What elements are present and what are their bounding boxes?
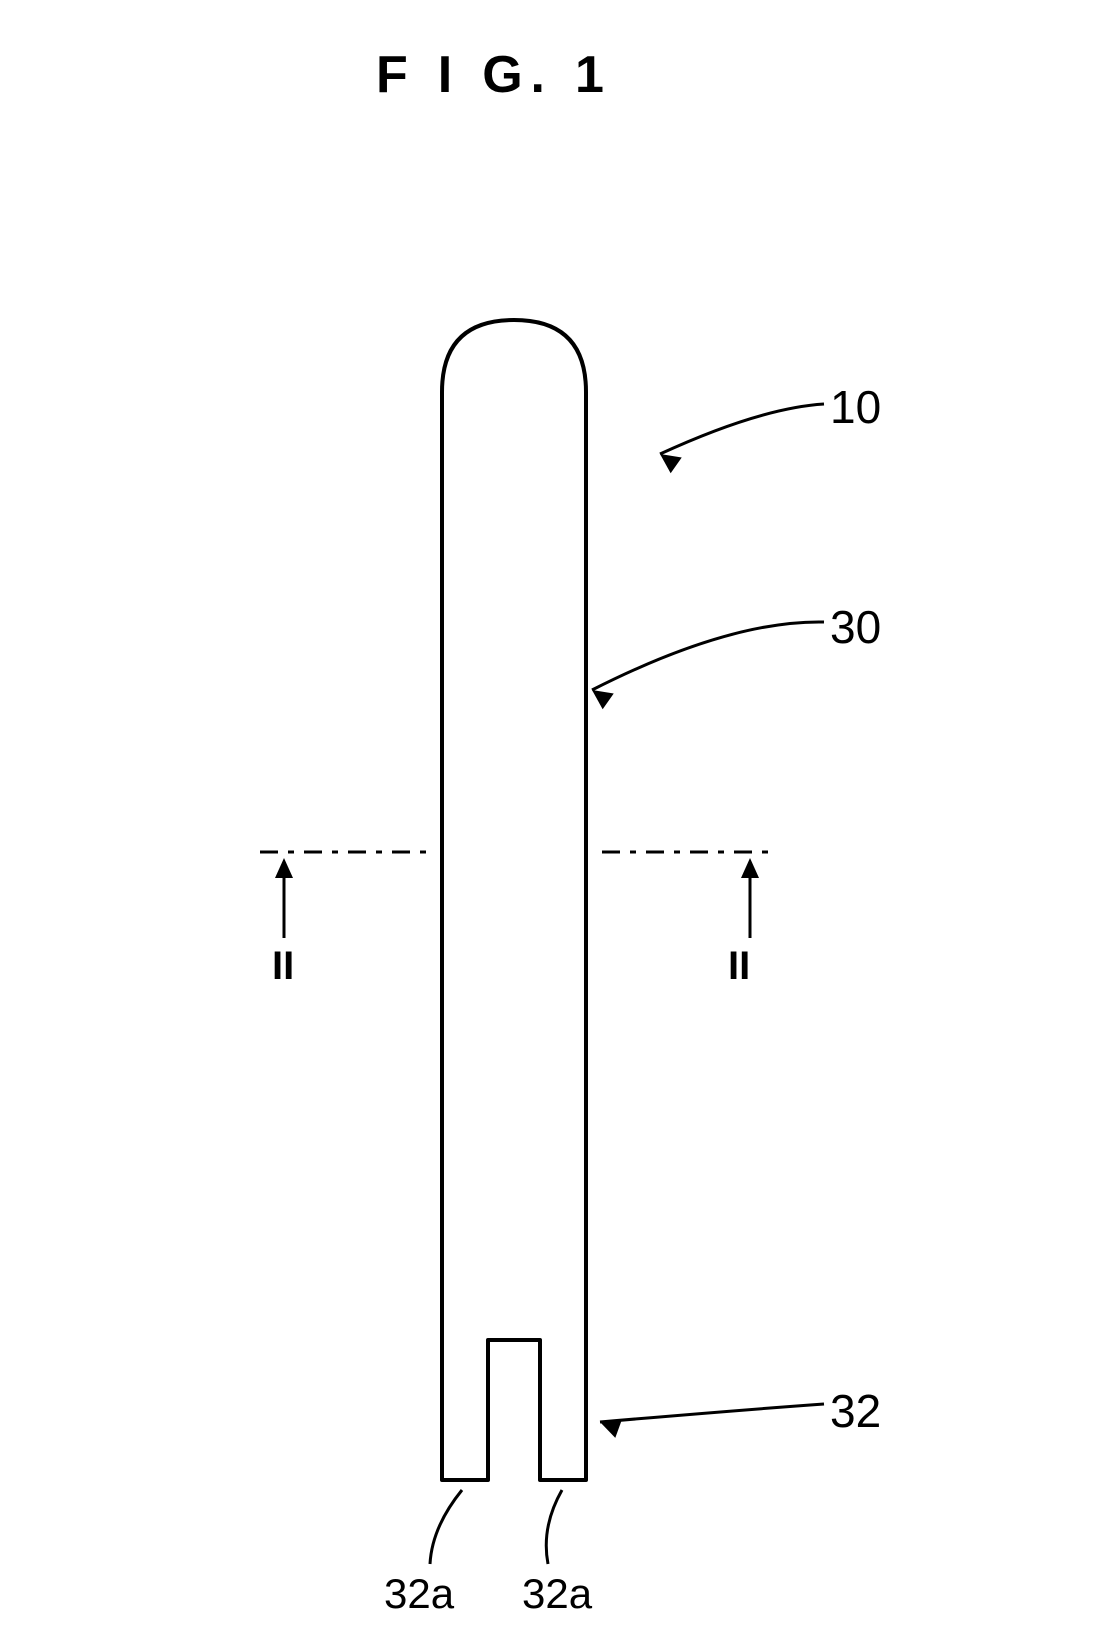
ref-32-label: 32 — [830, 1384, 881, 1438]
ref-30-label: 30 — [830, 600, 881, 654]
ref-10-label: 10 — [830, 380, 881, 434]
figure-svg — [0, 0, 1094, 1644]
ref-32a-left-label: 32a — [384, 1570, 454, 1618]
ref-32a-right-label: 32a — [522, 1570, 592, 1618]
section-roman-right: II — [728, 944, 750, 989]
section-roman-left: II — [272, 944, 294, 989]
